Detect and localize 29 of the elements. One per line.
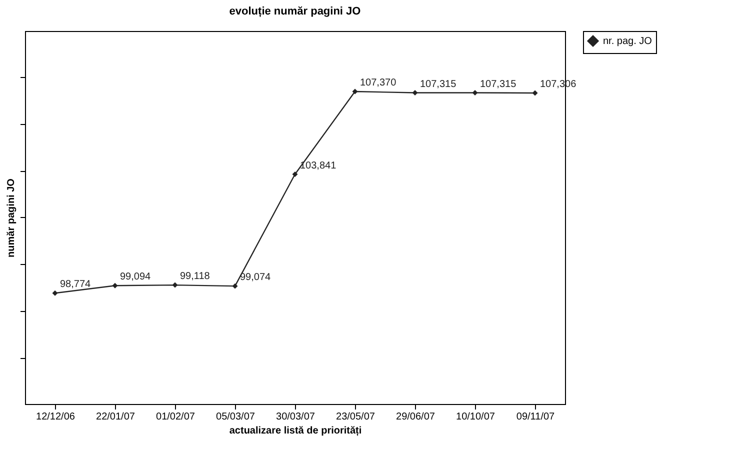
data-label: 107,315 <box>420 78 457 90</box>
x-tick-label: 12/12/06 <box>36 412 76 422</box>
point <box>412 90 418 96</box>
point <box>352 88 358 94</box>
y-axis-title: număr pagini JO <box>6 178 17 258</box>
point <box>112 282 118 288</box>
data-label: 107,370 <box>360 77 397 88</box>
data-label: 99,094 <box>120 272 152 283</box>
data-label: 99,118 <box>180 271 210 282</box>
point <box>532 90 538 96</box>
legend-label: nr. pag. JO <box>603 36 652 47</box>
point <box>232 283 238 289</box>
x-tick-label: 09/11/07 <box>516 412 556 422</box>
point <box>52 290 58 296</box>
data-label: 98,774 <box>60 279 92 290</box>
x-axis-title: actualizare listă de priorități <box>229 426 362 436</box>
x-tick-label: 22/01/07 <box>96 412 136 422</box>
data-label: 107,315 <box>480 78 517 90</box>
point <box>172 282 178 288</box>
data-label: 103,841 <box>300 160 337 172</box>
x-tick-label: 01/02/07 <box>156 412 196 422</box>
point <box>472 90 478 96</box>
x-tick-label: 05/03/07 <box>216 412 256 422</box>
x-tick-label: 29/06/07 <box>396 412 436 422</box>
x-tick-label: 10/10/07 <box>456 412 496 422</box>
chart-title: evoluție număr pagini JO <box>229 6 362 18</box>
x-tick-label: 23/05/07 <box>336 412 376 422</box>
data-label: 99,074 <box>240 272 272 284</box>
x-tick-label: 30/03/07 <box>276 412 316 422</box>
